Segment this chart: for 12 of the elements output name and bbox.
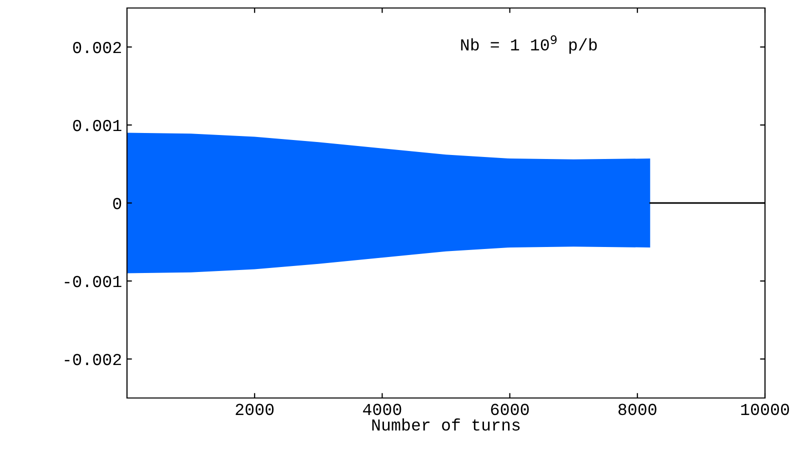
y-tick-label: -0.002 [64, 354, 121, 366]
x-tick-label: 2000 [236, 404, 274, 416]
x-tick-label: 4000 [363, 404, 402, 416]
annotation: Nb = 1 10$^{9}$ p/b [461, 35, 597, 54]
y-tick-label: 0 [113, 198, 122, 210]
x-tick-label: 8000 [618, 404, 656, 416]
x-axis-title: Number of turns [372, 418, 520, 431]
y-tick-label: 0.002 [73, 42, 121, 54]
x-tick-label: 6000 [491, 404, 529, 416]
y-tick-label: -0.001 [64, 276, 122, 288]
x-tick-label: 10000 [741, 404, 789, 416]
y-tick-label: 0.001 [73, 120, 122, 132]
